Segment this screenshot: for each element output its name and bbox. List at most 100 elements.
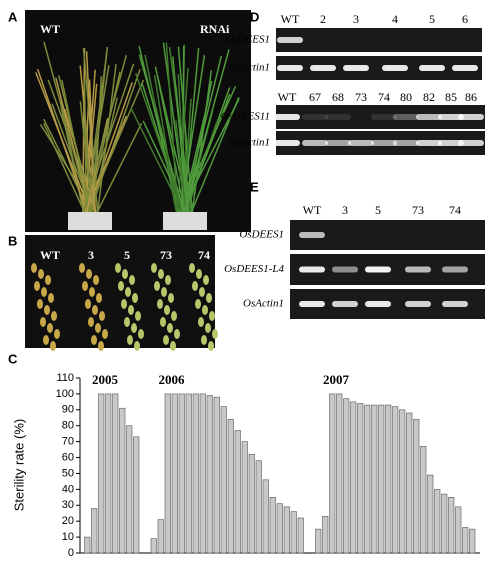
grain xyxy=(37,299,43,309)
bar xyxy=(455,506,462,554)
grain xyxy=(171,311,177,321)
plant-stem xyxy=(182,93,231,216)
photo-label: WT xyxy=(40,248,60,262)
band xyxy=(371,140,397,146)
y-tick-label: 30 xyxy=(62,499,74,511)
grain xyxy=(161,287,167,297)
bar xyxy=(105,393,112,554)
plant-stem xyxy=(83,79,87,216)
row-label: OsActin1 xyxy=(229,137,270,149)
grain xyxy=(40,317,46,327)
bar xyxy=(157,519,164,554)
row-label: OsActin1 xyxy=(229,62,270,74)
band xyxy=(277,65,303,71)
grain xyxy=(43,335,49,345)
pot xyxy=(163,212,207,230)
band xyxy=(325,114,351,120)
grain xyxy=(134,341,140,351)
photo-label: 73 xyxy=(160,248,172,262)
y-tick-label: 70 xyxy=(62,436,74,448)
grain xyxy=(127,335,133,345)
grain xyxy=(95,323,101,333)
grain xyxy=(51,311,57,321)
pot xyxy=(68,212,112,230)
bar xyxy=(192,393,199,554)
bar xyxy=(133,436,140,554)
band xyxy=(442,266,468,273)
grain xyxy=(102,329,108,339)
grain xyxy=(164,305,170,315)
panel-label: B xyxy=(8,233,17,248)
lane-label: 2 xyxy=(320,12,326,26)
photo-label: 74 xyxy=(198,248,210,262)
group-label: 2006 xyxy=(159,372,186,387)
lane-label: 74 xyxy=(378,90,390,104)
bar xyxy=(262,479,269,554)
grain xyxy=(79,263,85,273)
bar xyxy=(171,393,178,554)
grain xyxy=(131,323,137,333)
grain xyxy=(212,329,218,339)
grain xyxy=(34,281,40,291)
lane-label: 6 xyxy=(462,12,468,26)
band xyxy=(310,65,336,71)
band xyxy=(458,140,484,146)
y-axis-label: Sterility rate (%) xyxy=(11,419,26,511)
bar xyxy=(269,497,276,554)
band xyxy=(452,65,478,71)
y-tick-label: 90 xyxy=(62,404,74,416)
grain xyxy=(96,293,102,303)
lane-label: 73 xyxy=(355,90,367,104)
band xyxy=(274,114,300,120)
photo-label: RNAi xyxy=(200,22,230,36)
bar xyxy=(343,398,350,554)
band xyxy=(299,232,325,238)
grain xyxy=(122,269,128,279)
grain xyxy=(199,287,205,297)
grain xyxy=(163,335,169,345)
plant-stem xyxy=(95,123,143,216)
plant-stem xyxy=(85,51,96,216)
grain xyxy=(88,317,94,327)
lane-label: 4 xyxy=(392,12,398,26)
bar xyxy=(413,419,420,554)
band xyxy=(438,140,464,146)
grain xyxy=(205,323,211,333)
bar xyxy=(441,493,448,554)
band xyxy=(332,301,358,307)
grain xyxy=(201,335,207,345)
bar xyxy=(178,393,185,554)
bar xyxy=(276,503,283,554)
grain xyxy=(38,269,44,279)
grain xyxy=(47,323,53,333)
gel xyxy=(276,28,482,52)
grain xyxy=(93,275,99,285)
bar xyxy=(98,393,105,554)
grain xyxy=(192,281,198,291)
grain xyxy=(48,293,54,303)
grain xyxy=(195,299,201,309)
grain xyxy=(89,287,95,297)
bar xyxy=(206,395,213,554)
grain xyxy=(41,287,47,297)
bar xyxy=(185,393,192,554)
bar xyxy=(399,409,406,554)
lane-label: WT xyxy=(281,12,300,26)
gel xyxy=(276,56,482,80)
grain xyxy=(138,329,144,339)
band xyxy=(405,301,431,307)
lane-label: 3 xyxy=(353,12,359,26)
lane-label: 5 xyxy=(429,12,435,26)
lane-label: 3 xyxy=(342,203,348,217)
plant-stem xyxy=(179,55,206,216)
row-label: OsActin1 xyxy=(243,298,284,310)
bar xyxy=(119,407,126,554)
grain xyxy=(135,311,141,321)
bar xyxy=(385,404,392,554)
panel-label: A xyxy=(8,9,18,24)
bar xyxy=(199,393,206,554)
bar xyxy=(322,516,329,554)
bar xyxy=(234,430,241,554)
y-tick-label: 50 xyxy=(62,467,74,479)
band xyxy=(442,301,468,307)
